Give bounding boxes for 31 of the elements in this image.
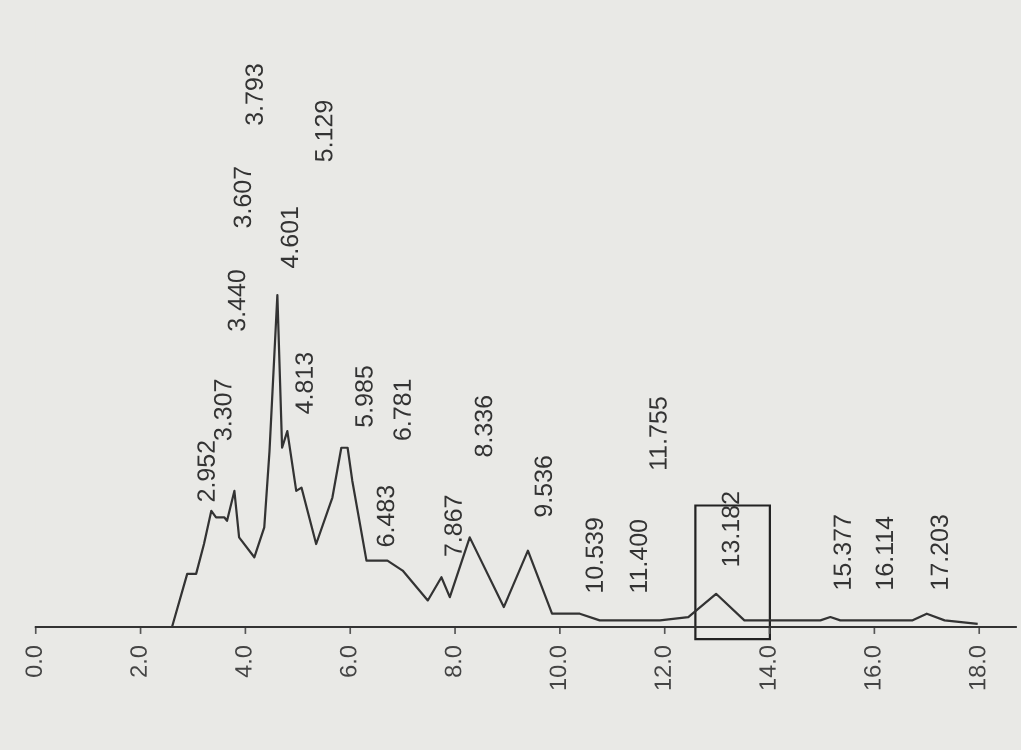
x-tick-label: 2.0 <box>130 645 147 677</box>
annotation: 3.440 <box>227 270 246 331</box>
x-tick-label: 16.0 <box>863 645 881 690</box>
annotation: 17.203 <box>930 515 949 589</box>
annotation: 6.483 <box>376 485 395 547</box>
annotation: 4.813 <box>295 352 313 414</box>
annotation: 6.781 <box>393 379 411 440</box>
x-tick-label: 18.0 <box>968 645 986 690</box>
annotation: 2.952 <box>197 441 215 502</box>
text: 3.793 <box>245 64 263 125</box>
annotation: 16.114 <box>875 516 894 589</box>
annotation: 3.307 <box>213 379 232 441</box>
annotation: 13.182 <box>721 492 740 566</box>
annotation: 15.377 <box>833 515 852 589</box>
text: 3.607 <box>233 167 252 228</box>
annotation: 11.755 <box>649 397 667 469</box>
x-tick-label: 6.0 <box>339 645 357 677</box>
annotation: 9.536 <box>534 456 553 517</box>
x-tick-label: 12.0 <box>654 645 672 690</box>
annotation: 10.539 <box>585 518 604 592</box>
x-tick-label: 8.0 <box>444 645 462 677</box>
text: 4.601 <box>280 207 299 268</box>
annotation: 7.867 <box>444 495 462 556</box>
annotation: 11.400 <box>629 519 648 592</box>
x-tick-label: 0.0 <box>25 645 43 677</box>
x-tick-label: 4.0 <box>235 645 252 678</box>
annotation: 8.336 <box>474 396 493 457</box>
annotation: 5.985 <box>355 366 373 427</box>
x-tick-label: 14.0 <box>759 645 776 690</box>
text: 5.129 <box>314 100 333 162</box>
x-tick-label: 10.0 <box>549 645 567 690</box>
